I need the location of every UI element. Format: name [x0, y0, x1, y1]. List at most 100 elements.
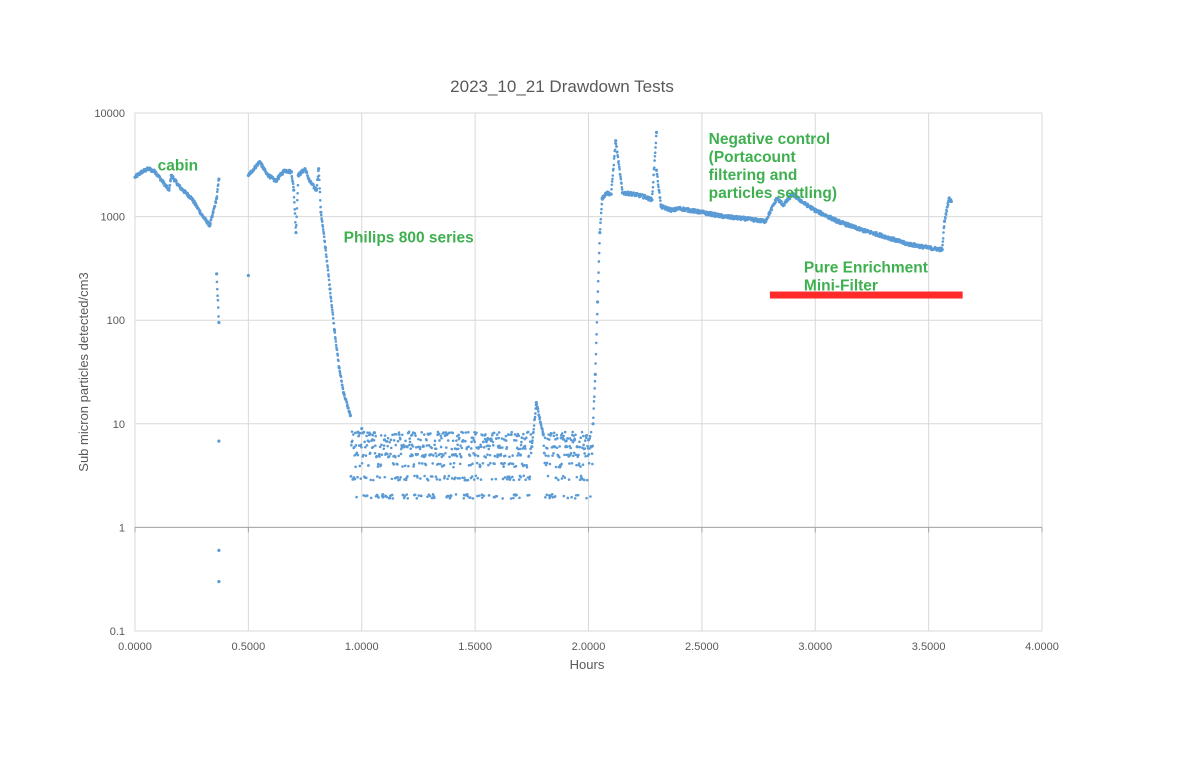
- data-point: [434, 475, 438, 478]
- data-point: [420, 494, 423, 498]
- data-point: [464, 439, 467, 443]
- data-point: [325, 255, 328, 259]
- data-point: [327, 273, 330, 276]
- data-point: [417, 437, 420, 441]
- data-point: [380, 443, 383, 447]
- data-point: [499, 446, 502, 450]
- data-point: [480, 493, 484, 497]
- data-point: [433, 443, 436, 447]
- data-point: [216, 294, 219, 298]
- data-point: [593, 379, 597, 383]
- data-point: [330, 299, 333, 303]
- data-point: [586, 444, 589, 448]
- data-point: [385, 440, 389, 443]
- data-point: [442, 464, 446, 467]
- data-point: [348, 410, 352, 414]
- data-point: [215, 195, 219, 198]
- data-point: [326, 268, 330, 272]
- data-point: [364, 454, 368, 457]
- data-point: [389, 446, 393, 450]
- data-point: [766, 215, 770, 219]
- data-point: [583, 447, 587, 450]
- data-point: [442, 431, 446, 434]
- data-point: [419, 438, 423, 442]
- data-point: [466, 492, 469, 496]
- data-point: [325, 259, 329, 263]
- data-point: [551, 454, 554, 457]
- data-point: [295, 215, 298, 219]
- data-point: [768, 211, 772, 215]
- data-point: [560, 477, 564, 480]
- data-point: [519, 475, 523, 479]
- data-point: [516, 447, 520, 451]
- data-point: [422, 445, 425, 448]
- data-point: [294, 231, 298, 235]
- data-point: [403, 464, 407, 468]
- data-point: [545, 493, 549, 497]
- data-point: [547, 433, 550, 436]
- data-point: [169, 179, 172, 183]
- data-point: [653, 154, 657, 158]
- data-point: [591, 462, 594, 466]
- data-point: [523, 463, 526, 467]
- data-point: [397, 431, 401, 434]
- data-point: [405, 493, 409, 496]
- data-point: [580, 430, 584, 434]
- data-point: [563, 430, 567, 434]
- data-point: [425, 444, 429, 447]
- data-point: [394, 443, 398, 447]
- data-point: [382, 495, 385, 499]
- data-point: [215, 287, 219, 291]
- data-point: [595, 333, 598, 336]
- data-point: [464, 431, 468, 434]
- data-point: [575, 463, 578, 467]
- data-point: [399, 475, 402, 479]
- data-point: [518, 453, 523, 457]
- data-point: [656, 179, 660, 183]
- data-point: [577, 462, 581, 465]
- data-point: [466, 478, 470, 482]
- data-point: [472, 451, 475, 455]
- data-point: [293, 212, 297, 215]
- data-point: [459, 455, 463, 459]
- data-point: [175, 179, 178, 183]
- data-point: [454, 476, 457, 479]
- data-point: [501, 477, 505, 481]
- data-point: [326, 264, 329, 267]
- data-point: [570, 495, 573, 499]
- data-point: [484, 455, 488, 459]
- data-point: [448, 496, 452, 500]
- data-point: [517, 452, 520, 455]
- data-point: [570, 462, 574, 465]
- data-point: [292, 195, 296, 199]
- data-point: [514, 464, 518, 468]
- data-point: [402, 443, 405, 447]
- data-point: [558, 445, 561, 448]
- data-point: [596, 290, 600, 293]
- annotation-label: Negative control (Portacount filtering and…: [709, 131, 837, 202]
- data-point: [400, 445, 404, 449]
- data-point: [609, 193, 613, 196]
- data-point: [319, 210, 323, 214]
- x-tick-label: 3.5000: [912, 641, 946, 653]
- data-point: [432, 454, 435, 457]
- data-point: [653, 151, 657, 155]
- data-point: [501, 446, 504, 449]
- data-point: [446, 477, 449, 481]
- data-point: [528, 477, 531, 481]
- data-point: [321, 225, 325, 228]
- data-point: [364, 476, 368, 480]
- data-point: [357, 434, 361, 437]
- data-point: [483, 437, 487, 441]
- data-point: [475, 461, 479, 465]
- data-point: [587, 452, 591, 456]
- data-point: [400, 433, 404, 437]
- data-point: [536, 407, 540, 411]
- data-point: [374, 434, 377, 438]
- data-point: [578, 440, 581, 444]
- data-point: [656, 183, 660, 186]
- data-point: [335, 346, 338, 349]
- data-point: [438, 439, 441, 442]
- data-point: [217, 320, 221, 325]
- data-point: [946, 203, 950, 207]
